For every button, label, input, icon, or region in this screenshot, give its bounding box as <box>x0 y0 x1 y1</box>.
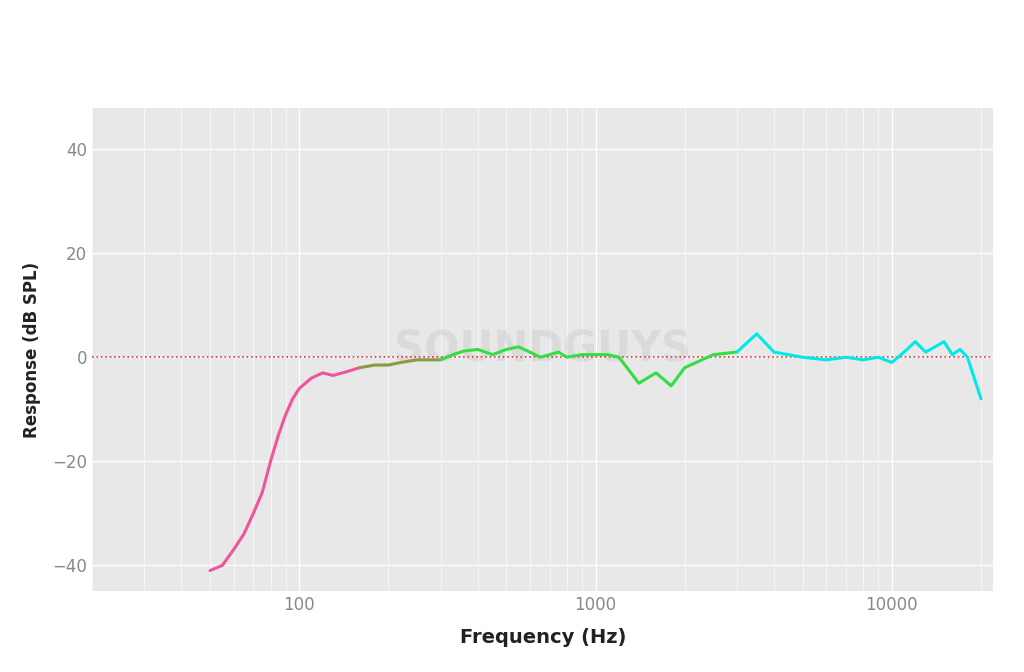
Y-axis label: Response (dB SPL): Response (dB SPL) <box>24 261 41 437</box>
Text: UE Wonderboom 2 Frequency Response: UE Wonderboom 2 Frequency Response <box>202 32 822 59</box>
Text: SOUNDGUYS: SOUNDGUYS <box>394 329 691 370</box>
X-axis label: Frequency (Hz): Frequency (Hz) <box>460 628 626 647</box>
